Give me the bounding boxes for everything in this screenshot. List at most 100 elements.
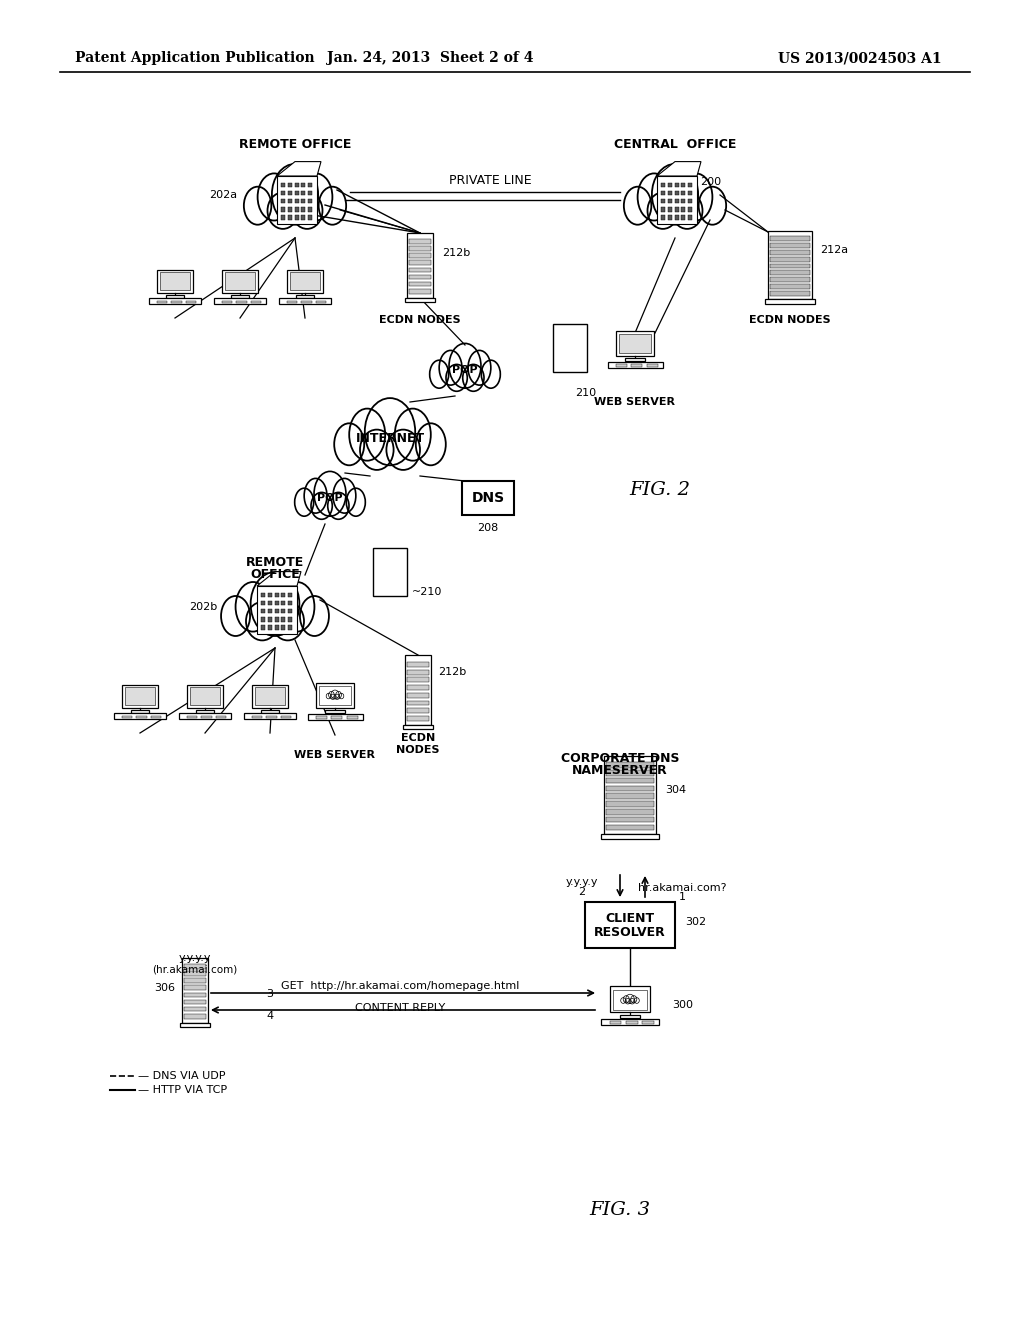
Bar: [282, 593, 286, 597]
Ellipse shape: [246, 602, 279, 640]
Bar: [606, 777, 654, 783]
Bar: [301, 215, 305, 219]
Bar: [409, 268, 431, 272]
Ellipse shape: [333, 478, 356, 513]
Bar: [136, 715, 146, 718]
Bar: [668, 191, 672, 195]
Ellipse shape: [331, 694, 336, 700]
Text: ECDN NODES: ECDN NODES: [379, 315, 461, 325]
Text: (hr.akamai.com): (hr.akamai.com): [153, 965, 238, 975]
Bar: [257, 586, 297, 634]
Bar: [407, 677, 429, 682]
Bar: [606, 785, 654, 791]
Bar: [180, 1023, 210, 1027]
Ellipse shape: [395, 409, 431, 461]
Bar: [288, 601, 292, 605]
Bar: [268, 593, 271, 597]
Bar: [406, 655, 431, 725]
Bar: [407, 709, 429, 713]
Bar: [620, 334, 651, 352]
Bar: [225, 272, 255, 290]
Bar: [331, 715, 342, 718]
Ellipse shape: [292, 193, 323, 228]
Bar: [190, 688, 220, 705]
Ellipse shape: [672, 193, 702, 228]
Bar: [553, 323, 587, 372]
Bar: [607, 362, 663, 368]
Bar: [409, 253, 431, 257]
Ellipse shape: [258, 173, 291, 220]
Bar: [770, 284, 810, 289]
Bar: [244, 713, 296, 719]
Bar: [261, 626, 265, 630]
Bar: [186, 685, 223, 708]
Bar: [288, 593, 292, 597]
Bar: [409, 239, 431, 244]
Ellipse shape: [339, 693, 344, 698]
Bar: [157, 301, 167, 302]
Ellipse shape: [360, 429, 393, 470]
Ellipse shape: [304, 478, 327, 513]
Bar: [765, 300, 815, 304]
Ellipse shape: [416, 424, 445, 465]
Bar: [319, 685, 351, 705]
Ellipse shape: [299, 173, 333, 220]
Bar: [770, 257, 810, 261]
Bar: [403, 725, 433, 729]
Bar: [179, 713, 231, 719]
Bar: [675, 191, 679, 195]
Bar: [373, 548, 407, 597]
Bar: [222, 269, 258, 293]
Bar: [184, 1014, 206, 1019]
Bar: [407, 715, 429, 721]
Bar: [308, 207, 312, 211]
Text: OFFICE: OFFICE: [250, 569, 300, 582]
Ellipse shape: [251, 572, 299, 636]
Bar: [184, 999, 206, 1005]
Bar: [301, 191, 305, 195]
Ellipse shape: [327, 693, 331, 698]
Bar: [770, 290, 810, 296]
Text: 210: 210: [575, 388, 596, 399]
Text: hr.akamai.com?: hr.akamai.com?: [638, 883, 726, 894]
Ellipse shape: [630, 998, 635, 1005]
Bar: [282, 601, 286, 605]
Ellipse shape: [430, 360, 449, 388]
Bar: [184, 972, 206, 975]
Bar: [290, 272, 319, 290]
Ellipse shape: [314, 471, 346, 516]
Bar: [251, 301, 261, 302]
Text: FIG. 3: FIG. 3: [590, 1201, 650, 1218]
Ellipse shape: [329, 692, 334, 698]
Bar: [681, 199, 685, 203]
Bar: [287, 301, 297, 302]
Bar: [407, 701, 429, 705]
Bar: [266, 715, 276, 718]
Text: CENTRAL  OFFICE: CENTRAL OFFICE: [613, 139, 736, 152]
Bar: [288, 199, 292, 203]
Text: INTERNET: INTERNET: [355, 432, 425, 445]
Ellipse shape: [331, 690, 339, 698]
Bar: [668, 215, 672, 219]
Bar: [288, 215, 292, 219]
Text: — DNS VIA UDP: — DNS VIA UDP: [138, 1071, 225, 1081]
Text: POP: POP: [453, 366, 478, 375]
Text: 300: 300: [672, 1001, 693, 1010]
Bar: [216, 715, 226, 718]
Bar: [606, 809, 654, 814]
Text: 202a: 202a: [209, 190, 238, 201]
Bar: [407, 669, 429, 675]
Bar: [668, 199, 672, 203]
Text: 212a: 212a: [820, 246, 848, 255]
Ellipse shape: [439, 350, 462, 385]
Bar: [308, 215, 312, 219]
Bar: [261, 601, 265, 605]
Text: CONTENT REPLY: CONTENT REPLY: [355, 1003, 445, 1012]
Bar: [409, 275, 431, 280]
Bar: [296, 294, 314, 298]
Ellipse shape: [626, 994, 634, 1003]
Ellipse shape: [652, 164, 698, 224]
Text: NAMESERVER: NAMESERVER: [572, 764, 668, 777]
Ellipse shape: [463, 364, 484, 391]
Ellipse shape: [647, 193, 678, 228]
